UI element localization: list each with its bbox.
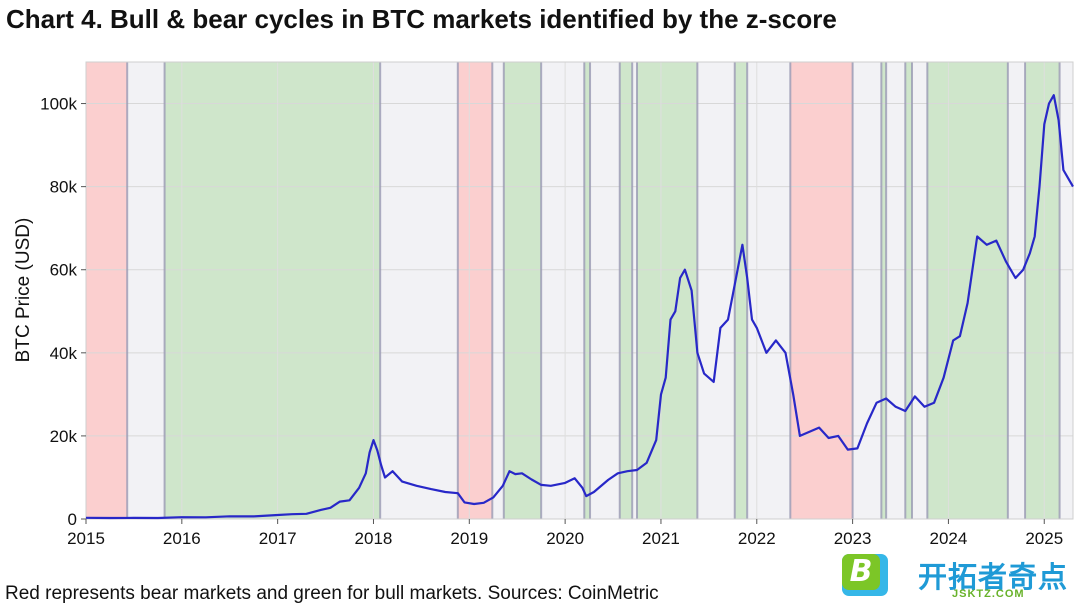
- y-tick-label: 0: [68, 510, 77, 529]
- x-tick-label: 2022: [738, 529, 776, 548]
- x-tick-label: 2024: [930, 529, 968, 548]
- plot-border: [85, 61, 1074, 520]
- regime-band-neutral: [541, 62, 585, 519]
- regime-band-bear: [457, 62, 493, 519]
- regime-band-bull: [905, 62, 913, 519]
- x-tick-label: 2025: [1025, 529, 1063, 548]
- regime-band-neutral: [590, 62, 620, 519]
- x-tick-label: 2019: [450, 529, 488, 548]
- y-tick-label: 60k: [50, 261, 78, 280]
- site-logo[interactable]: B 开拓者奇点 JSKTZ.COM: [834, 548, 1074, 606]
- logo-text: 开拓者奇点: [918, 560, 1069, 594]
- regime-band-neutral: [852, 62, 882, 519]
- logo-badge-icon: B: [842, 554, 888, 596]
- regime-band-neutral: [1059, 62, 1073, 519]
- x-tick-label: 2023: [834, 529, 872, 548]
- x-tick-label: 2021: [642, 529, 680, 548]
- regime-band-neutral: [632, 62, 637, 519]
- regime-bands: [86, 62, 1073, 519]
- y-tick-label: 80k: [50, 178, 78, 197]
- y-tick-label: 20k: [50, 427, 78, 446]
- regime-band-neutral: [886, 62, 906, 519]
- regime-band-neutral: [747, 62, 791, 519]
- chart-caption: Red represents bear markets and green fo…: [5, 583, 659, 604]
- regime-band-bull: [1025, 62, 1060, 519]
- regime-band-bull: [619, 62, 633, 519]
- regime-band-bull: [734, 62, 748, 519]
- regime-band-bull: [164, 62, 381, 519]
- x-tick-label: 2015: [67, 529, 105, 548]
- regime-band-neutral: [492, 62, 504, 519]
- y-axis-label: BTC Price (USD): [13, 218, 34, 363]
- regime-band-bear: [790, 62, 853, 519]
- regime-boundaries: [126, 62, 1061, 519]
- x-tick-label: 2020: [546, 529, 584, 548]
- chart-title: Chart 4. Bull & bear cycles in BTC marke…: [6, 4, 837, 34]
- regime-band-bull: [636, 62, 698, 519]
- regime-band-neutral: [1007, 62, 1026, 519]
- regime-band-bull: [881, 62, 887, 519]
- logo-badge-letter: B: [842, 554, 880, 590]
- plot-frame: [85, 61, 1074, 520]
- x-tick-label: 2018: [355, 529, 393, 548]
- btc-price-line: [85, 94, 1074, 520]
- x-tick-label: 2017: [259, 529, 297, 548]
- y-tick-label: 100k: [40, 95, 77, 114]
- regime-band-neutral: [380, 62, 458, 519]
- regime-band-bull: [927, 62, 1008, 519]
- y-tick-label: 40k: [50, 344, 78, 363]
- regime-band-bear: [86, 62, 128, 519]
- btc-price-chart: 2015 2016 2017 2018 2019 2020 2021 2022 2023 2024…: [13, 61, 1074, 548]
- regime-band-bull: [503, 62, 542, 519]
- x-tick-label: 2016: [163, 529, 201, 548]
- regime-band-neutral: [912, 62, 928, 519]
- x-axis-ticks: 2015 2016 2017 2018 2019 2020 2021 2022 2023 2024…: [67, 519, 1063, 548]
- regime-band-bull: [584, 62, 591, 519]
- logo-url: JSKTZ.COM: [952, 588, 1025, 600]
- regime-band-neutral: [697, 62, 735, 519]
- y-axis-ticks: 0 20k 40k 60k 80k 100k: [40, 95, 86, 529]
- price-series: [85, 94, 1074, 520]
- regime-band-neutral: [127, 62, 165, 519]
